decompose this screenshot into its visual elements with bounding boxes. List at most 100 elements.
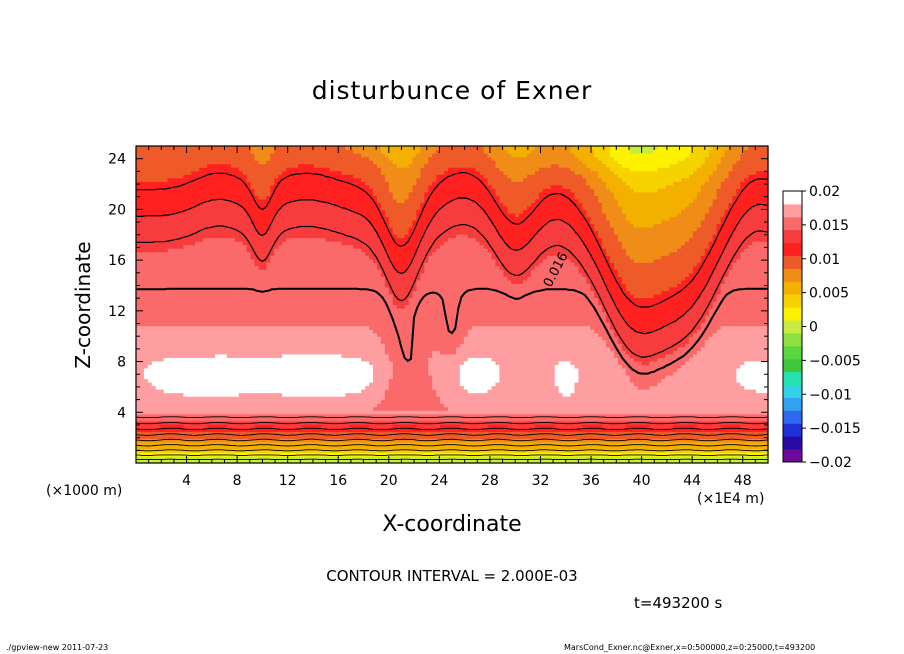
heatmap-cell [424, 269, 504, 274]
heatmap-cell [440, 424, 461, 429]
heatmap-cell [136, 191, 256, 196]
heatmap-cell [574, 364, 623, 369]
heatmap-cell [392, 265, 410, 270]
heatmap-cell [602, 241, 623, 246]
y-tick-label: 16 [108, 253, 126, 269]
heatmap-cell [487, 248, 587, 253]
heatmap-cell [736, 188, 769, 193]
heatmap-cell [136, 272, 382, 277]
heatmap-cell [463, 336, 603, 341]
heatmap-cell [661, 219, 702, 225]
heatmap-cell [408, 227, 425, 232]
heatmap-cell [136, 219, 252, 225]
heatmap-cell [388, 216, 418, 221]
heatmap-cell [499, 234, 536, 239]
heatmap-cell [499, 265, 536, 270]
heatmap-cell [606, 251, 627, 256]
heatmap-cell [396, 163, 410, 168]
heatmap-cell [301, 424, 323, 429]
heatmap-cell [661, 378, 737, 383]
heatmap-cell [258, 195, 267, 200]
heatmap-cell [677, 212, 706, 218]
heatmap-cell [629, 325, 662, 330]
heatmap-cell [582, 272, 603, 277]
heatmap-cell [143, 367, 374, 373]
heatmap-cell [376, 163, 398, 168]
heatmap-cell [278, 209, 354, 214]
heatmap-cell [712, 202, 730, 207]
heatmap-cell [586, 244, 603, 249]
heatmap-cell [341, 205, 382, 210]
heatmap-cell [384, 392, 437, 397]
heatmap-cell [384, 343, 461, 348]
heatmap-cell [503, 269, 532, 274]
y-tick-label: 4 [117, 405, 126, 421]
heatmap-cell [321, 424, 350, 429]
heatmap-cell [270, 184, 370, 189]
heatmap-cell [483, 209, 508, 214]
heatmap-cell [199, 167, 240, 172]
heatmap-cell [523, 177, 587, 182]
heatmap-cell [412, 184, 429, 189]
heatmap-cell [610, 290, 631, 295]
heatmap-cell [582, 424, 603, 429]
time-stamp: t=493200 s [634, 594, 723, 612]
heatmap-cell [665, 374, 737, 380]
heatmap-cell [495, 191, 540, 196]
heatmap-cell [673, 424, 698, 429]
heatmap-cell [384, 283, 418, 288]
heatmap-cell [570, 188, 595, 193]
heatmap-cell [136, 216, 252, 221]
heatmap-cell [136, 160, 260, 165]
heatmap-cell [424, 198, 453, 203]
heatmap-cell [629, 146, 658, 151]
colorbar-segment [783, 229, 802, 244]
heatmap-cell [692, 265, 718, 270]
heatmap-cell [345, 392, 386, 397]
heatmap-cell [598, 297, 615, 302]
heatmap-cell [495, 262, 540, 267]
heatmap-cell [373, 188, 390, 193]
heatmap-cell [712, 300, 769, 306]
heatmap-cell [376, 234, 398, 239]
heatmap-cell [136, 308, 603, 313]
heatmap-cell [574, 191, 595, 196]
heatmap-cell [554, 374, 579, 380]
heatmap-cell [483, 146, 504, 151]
heatmap-cell [621, 276, 686, 281]
heatmap-cell [574, 170, 599, 175]
heatmap-cell [136, 188, 256, 193]
heatmap-cell [136, 248, 169, 253]
heatmap-cell [689, 153, 710, 158]
heatmap-cell [554, 371, 579, 376]
heatmap-cell [428, 371, 461, 376]
heatmap-cell [594, 223, 611, 228]
heatmap-cell [613, 170, 694, 175]
heatmap-cell [519, 212, 587, 218]
heatmap-cell [708, 241, 730, 246]
heatmap-cell [617, 304, 694, 309]
y-tick-label: 20 [108, 202, 126, 218]
chart-title: disturbunce of Exner [311, 76, 593, 105]
heatmap-cell [685, 311, 710, 316]
heatmap-cell [613, 195, 698, 200]
heatmap-cell [720, 424, 741, 429]
heatmap-cell [700, 346, 769, 351]
heatmap-cell [499, 195, 540, 200]
heatmap-cell [653, 293, 702, 299]
heatmap-cell [685, 205, 710, 210]
heatmap-cell [136, 367, 145, 373]
contour-line [136, 197, 769, 335]
heatmap-cell [495, 160, 583, 165]
heatmap-cell [274, 212, 362, 218]
heatmap-cell [657, 188, 702, 193]
heatmap-cell [246, 209, 279, 214]
heatmap-cell [416, 216, 433, 221]
heatmap-cell [258, 265, 267, 270]
heatmap-cell [353, 244, 386, 249]
heatmap-cell [720, 156, 741, 161]
heatmap-cell [590, 184, 607, 189]
heatmap-cell [274, 216, 366, 221]
heatmap-cell [404, 304, 603, 309]
heatmap-cell [712, 237, 730, 242]
